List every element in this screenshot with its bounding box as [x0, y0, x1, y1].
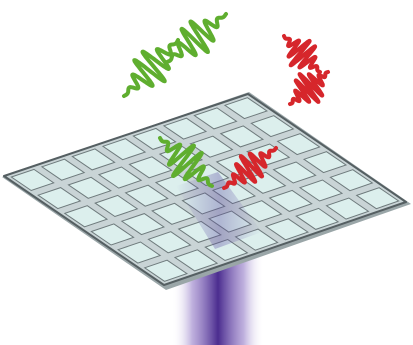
- plate-cell: [40, 158, 86, 181]
- plate-cell: [128, 156, 173, 179]
- red-wave-packet: [282, 34, 322, 74]
- plate-cell: [151, 202, 196, 225]
- plate-cell: [264, 218, 310, 241]
- red-wave-packet: [288, 70, 330, 106]
- plate-cell: [238, 200, 283, 223]
- plate-cell: [295, 207, 340, 230]
- plate-cell: [10, 168, 55, 192]
- plate-cell: [94, 194, 139, 218]
- plate-cell: [120, 213, 166, 236]
- plate-cell: [355, 187, 400, 210]
- plate-cell: [67, 176, 112, 199]
- plate-cell: [36, 187, 82, 210]
- plate-cell: [147, 231, 192, 254]
- metasurface-plate: [2, 92, 411, 290]
- plate-cell: [173, 249, 219, 272]
- plate-cell: [223, 97, 269, 120]
- plate-cell: [63, 205, 109, 228]
- plate-cell: [250, 115, 295, 138]
- wave-packets: [122, 12, 330, 190]
- plate-cell: [329, 169, 374, 192]
- beam-spot: [176, 172, 262, 249]
- plate-cell: [276, 133, 321, 156]
- plate-cell: [302, 151, 348, 174]
- green-wave-packet: [122, 38, 180, 98]
- plate-cell: [101, 138, 147, 161]
- green-wave-packet: [158, 136, 214, 188]
- plate-cell: [116, 241, 162, 264]
- plate-cell: [268, 189, 313, 212]
- plate-cell: [272, 161, 317, 184]
- plate-cell: [124, 184, 169, 207]
- plate-cell: [71, 148, 116, 171]
- plate-cell: [162, 117, 208, 140]
- plate-cell: [193, 107, 238, 130]
- plate-cell: [143, 259, 189, 282]
- plate-cell: [90, 223, 135, 246]
- plate-cell: [132, 127, 177, 150]
- plate-cell: [219, 125, 265, 148]
- red-wave-packet: [222, 146, 278, 190]
- plate-cell: [325, 197, 370, 220]
- plate-cell: [97, 166, 143, 189]
- plate-cell: [298, 179, 344, 202]
- green-wave-packet: [165, 12, 228, 64]
